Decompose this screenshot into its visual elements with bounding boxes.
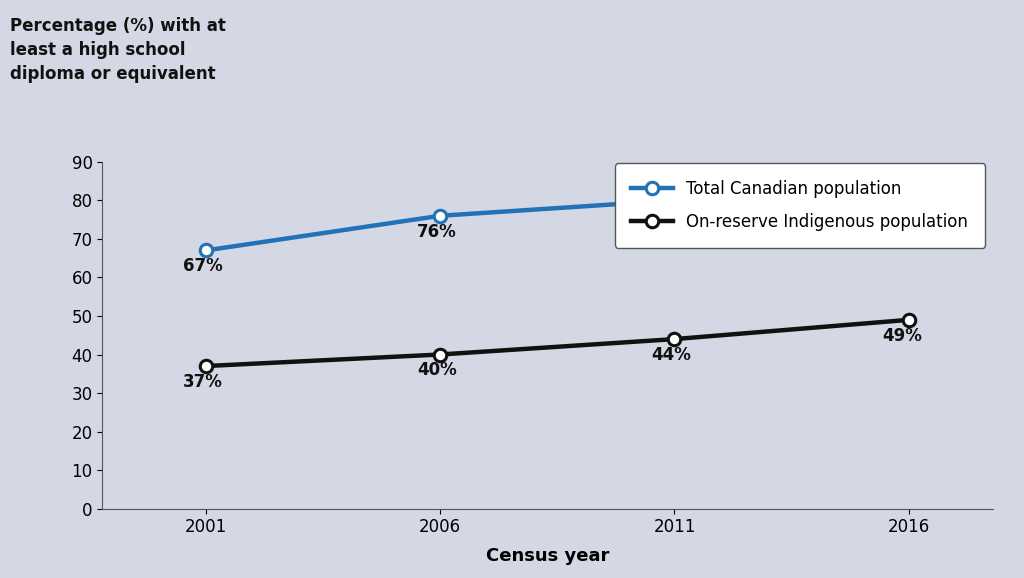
Text: 44%: 44% (651, 346, 691, 364)
Text: 67%: 67% (183, 257, 222, 275)
Text: 82%: 82% (882, 199, 922, 217)
Text: 76%: 76% (418, 223, 457, 240)
X-axis label: Census year: Census year (486, 547, 609, 565)
Text: Percentage (%) with at
least a high school
diploma or equivalent: Percentage (%) with at least a high scho… (10, 17, 226, 83)
Text: 49%: 49% (882, 327, 922, 344)
Text: 40%: 40% (418, 361, 457, 379)
Text: 80%: 80% (652, 207, 691, 225)
Legend: Total Canadian population, On-reserve Indigenous population: Total Canadian population, On-reserve In… (614, 163, 985, 247)
Text: 37%: 37% (183, 373, 222, 391)
